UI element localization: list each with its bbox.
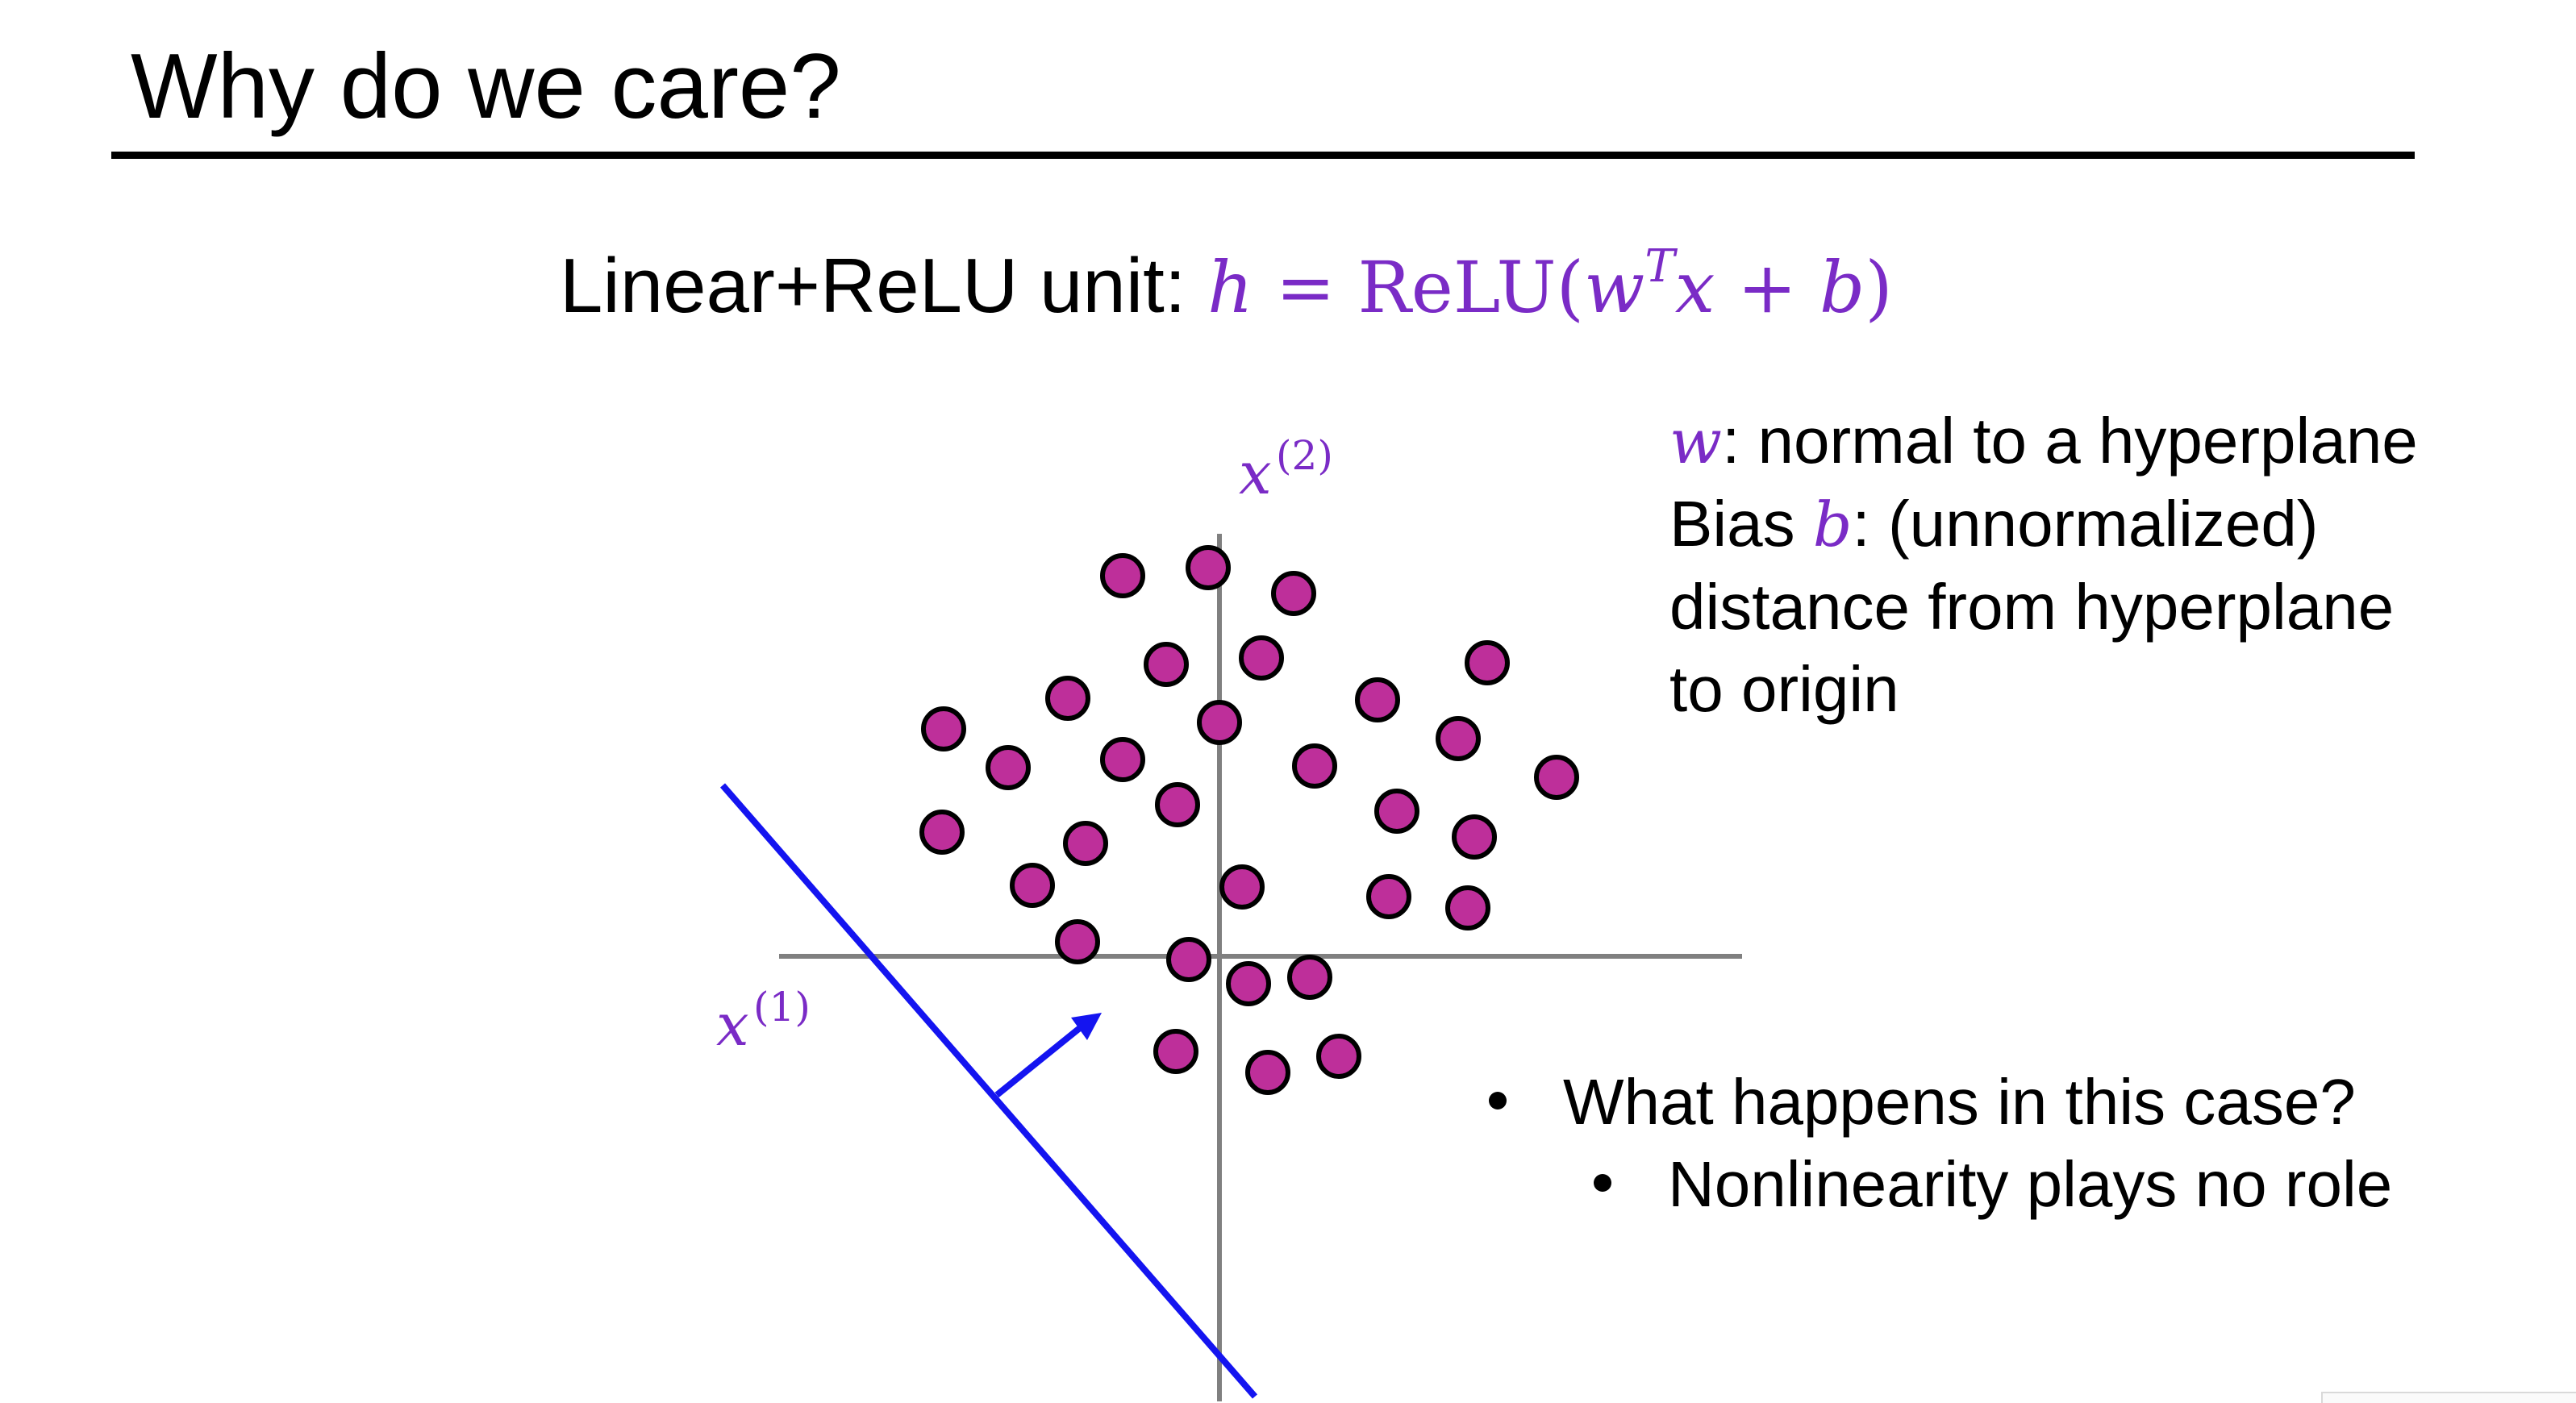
x1-label-sup: (1) [753,984,811,1030]
slide-title: Why do we care? [131,35,841,138]
desc-b-var: b [1812,489,1853,560]
data-point [1063,821,1108,866]
data-point [986,745,1031,790]
formula-x: x [1674,246,1715,329]
hyperplane-description: w: normal to a hyperplane Bias b: (unnor… [1669,400,2418,731]
x2-axis-label: x (2) [1239,432,1333,507]
desc-line-2: Bias b: (unnormalized) [1669,483,2418,566]
title-divider [111,152,2415,159]
desc-line-3: distance from hyperplane [1669,571,2395,643]
data-point [1226,961,1271,1006]
data-point [1316,1034,1361,1079]
data-point [1374,789,1419,834]
bullet-text: What happens in this case? [1563,1066,2356,1138]
formula-b: b [1819,246,1865,329]
formula-equals: = [1253,246,1358,329]
formula-line: Linear+ReLU unit: h = ReLU(wTx + b) [560,234,1893,339]
data-point [1452,814,1497,860]
data-point [1186,545,1231,590]
formula-transpose: T [1644,240,1675,293]
axes [779,534,1742,1401]
data-point [1287,955,1332,1000]
formula-prefix: Linear+ReLU unit: [560,243,1208,329]
bullet-dot [1594,1173,1611,1192]
bullet-list: What happens in this case? Nonlinearity … [1489,1061,2392,1226]
data-point [1292,743,1337,789]
data-point [1045,676,1090,721]
data-point [1436,716,1481,761]
desc-line-2-pre: Bias [1669,488,1813,560]
data-point [1445,885,1490,930]
data-point [1055,919,1100,964]
data-point [1155,782,1200,827]
data-point [1534,755,1579,800]
desc-line-4: to origin [1669,653,1899,725]
hyperplane [719,783,1258,1399]
normal-arrowhead [1071,1013,1102,1040]
data-point [1166,937,1211,982]
x2-label-sup: (2) [1276,432,1333,479]
data-point [1465,640,1510,685]
data-point [1245,1050,1290,1095]
data-point [1153,1029,1198,1074]
desc-line-1: w: normal to a hyperplane [1669,400,2418,483]
formula-w: w [1584,246,1645,329]
bullet-text: Nonlinearity plays no role [1668,1148,2393,1220]
data-points [919,545,1579,1095]
formula-h: h [1207,246,1253,329]
desc-line-1-text: : normal to a hyperplane [1722,405,2418,477]
data-point [1239,635,1284,681]
formula-close: ) [1865,246,1893,329]
data-point [1219,864,1265,910]
data-point [1197,700,1242,745]
data-point [1355,677,1400,722]
normal-vector [994,1024,1083,1098]
data-point [919,810,965,855]
bullet-item-1: What happens in this case? [1489,1061,2392,1143]
x2-label-base: x [1239,439,1272,507]
data-point [1144,642,1189,687]
formula-relu: ReLU( [1357,246,1584,329]
x1-label-base: x [716,991,749,1059]
desc-line-2-text: : (unnormalized) [1852,488,2319,560]
data-point [1100,737,1145,782]
formula-plus: + [1715,246,1820,329]
data-point [921,706,966,751]
data-point [1010,863,1055,908]
bullet-dot [1489,1091,1507,1109]
corner-overlay [2321,1392,2576,1403]
data-point [1271,571,1316,616]
hyperplane-line [719,783,1258,1399]
x1-axis-label: x (1) [716,984,811,1059]
data-point [1100,553,1145,598]
data-point [1366,874,1411,919]
formula-math: h = ReLU(wTx + b) [1207,244,1893,330]
bullet-item-2: Nonlinearity plays no role [1594,1143,2392,1226]
desc-w-var: w [1669,406,1723,477]
